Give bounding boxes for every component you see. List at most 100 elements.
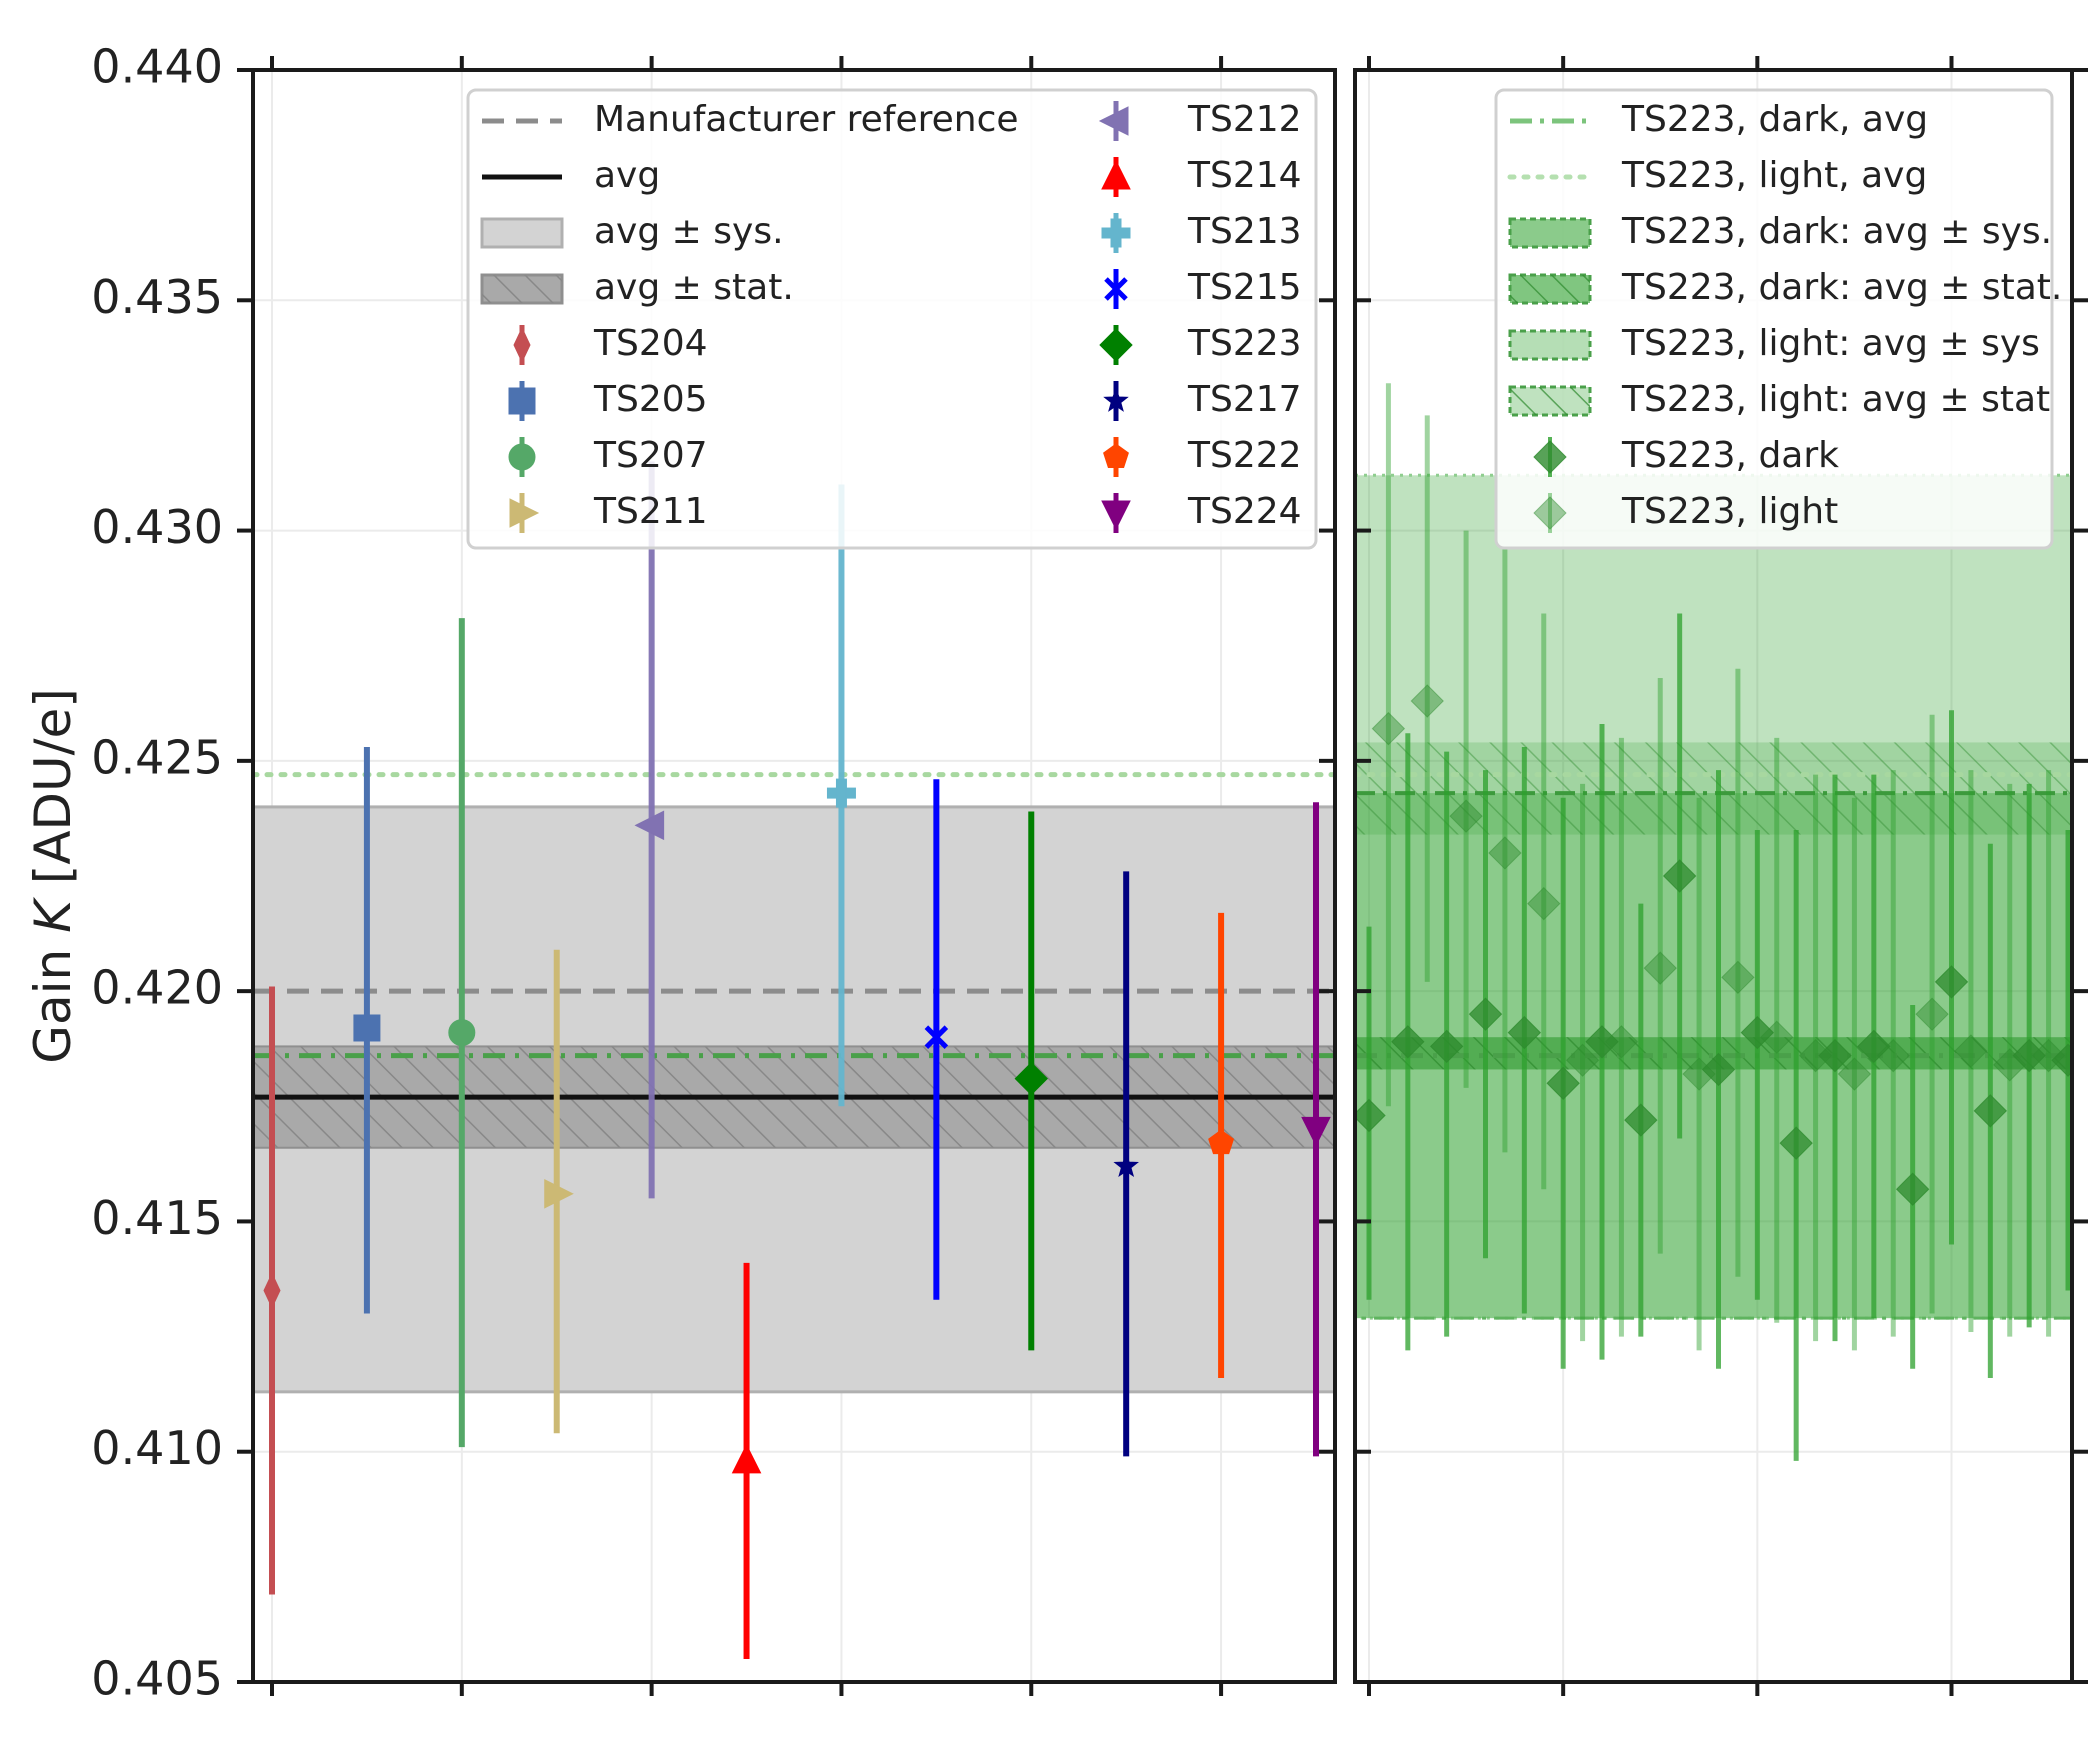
left-panel — [253, 461, 1335, 1659]
legend-entry-dark-stat: TS223, dark: avg ± stat. — [1508, 267, 2062, 308]
legend-entry-light-avg: TS223, light, avg — [1507, 155, 1927, 196]
legend-entry-stat: avg ± stat. — [480, 267, 794, 308]
dark-marker — [1546, 1066, 1580, 1100]
legend-label-ts212: TS212 — [1187, 99, 1302, 140]
dark-marker — [1740, 1015, 1775, 1050]
marker-ts204 — [263, 1272, 281, 1309]
dark-point-1 — [1355, 926, 1386, 1300]
marker-ts217 — [1113, 1152, 1139, 1178]
legend-label-reference: Manufacturer reference — [594, 99, 1019, 140]
dark-point-10 — [1701, 770, 1736, 1369]
dark-marker — [1701, 1052, 1736, 1087]
legend-swatch-dark-sys — [1508, 217, 1592, 249]
dark-point-4 — [1468, 770, 1503, 1259]
dark-marker — [1391, 1025, 1425, 1059]
marker-ts211 — [544, 1178, 574, 1209]
y-tick-label-7: 0.440 — [91, 40, 223, 94]
dark-marker — [1468, 997, 1503, 1031]
light-point-6 — [1565, 783, 1600, 1342]
legend-label-ts214: TS214 — [1187, 155, 1302, 196]
legend-entry-sys: avg ± sys. — [480, 211, 784, 252]
light-point-1 — [1371, 383, 1406, 1107]
y-axis-label: Gain K [ADU/e] — [24, 688, 82, 1063]
legend-marker-dark-points — [1533, 440, 1567, 474]
marker-ts205 — [353, 1014, 381, 1042]
y-tick-label-6: 0.435 — [91, 270, 223, 324]
legend-label-stat: avg ± stat. — [594, 267, 794, 308]
legend-label-light-stat: TS223, light: avg ± stat — [1621, 379, 2050, 420]
dark-point-2 — [1391, 733, 1425, 1351]
light-point-15 — [1915, 714, 1949, 1314]
series-ts215 — [924, 779, 949, 1300]
dark-point-3 — [1429, 751, 1464, 1337]
legend-label-ts205: TS205 — [593, 379, 708, 420]
legend-entry-ts205: TS205 — [508, 379, 708, 421]
legend-label-ts204: TS204 — [593, 323, 708, 364]
light-marker — [1371, 711, 1406, 746]
legend-swatch-stat-hatch — [482, 275, 562, 303]
marker-ts223 — [1014, 1061, 1048, 1096]
light-marker — [1527, 886, 1561, 921]
legend-marker-ts213 — [1101, 218, 1131, 248]
legend-entry-ts204: TS204 — [513, 323, 708, 365]
right-axes-frame — [1353, 68, 2074, 1684]
legend-marker-light-points — [1533, 496, 1567, 530]
legend-label-ts215: TS215 — [1187, 267, 1302, 308]
dark-marker — [1934, 965, 1969, 999]
legend-entry-dark-points: TS223, dark — [1533, 435, 1839, 477]
y-tick-label-3: 0.420 — [91, 961, 223, 1015]
dark-point-6 — [1546, 797, 1580, 1369]
legend-label-ts222: TS222 — [1187, 435, 1302, 476]
marker-ts212 — [634, 810, 665, 841]
marker-ts224 — [1301, 1116, 1331, 1147]
legend-label-light-points: TS223, light — [1621, 491, 1838, 532]
legend-entry-ts222: TS222 — [1103, 435, 1302, 477]
legend-left: Manufacturer reference avg avg ± sys. avg ±… — [466, 88, 1318, 550]
series-ts205 — [353, 747, 381, 1314]
legend-entry-ts223: TS223 — [1099, 323, 1302, 365]
series-ts213 — [826, 484, 856, 1107]
series-ts224 — [1301, 802, 1331, 1457]
dark-marker — [1895, 1172, 1930, 1206]
legend-marker-ts215 — [1104, 277, 1128, 301]
series-ts217 — [1113, 871, 1139, 1457]
legend-entry-reference: Manufacturer reference — [482, 99, 1019, 140]
series-ts222 — [1208, 912, 1235, 1379]
light-marker — [1565, 1043, 1600, 1077]
light-marker — [1643, 951, 1677, 985]
series-ts211 — [544, 949, 574, 1434]
legend-entry-ts217: TS217 — [1103, 379, 1302, 421]
legend-entry-light-stat: TS223, light: avg ± stat — [1508, 379, 2050, 420]
legend-entry-ts224: TS224 — [1101, 491, 1302, 533]
legend-right: TS223, dark, avg TS223, light, avg TS223, … — [1494, 88, 2062, 550]
legend-marker-ts212 — [1098, 106, 1129, 136]
light-marker — [1488, 836, 1522, 870]
legend-marker-ts217 — [1103, 387, 1129, 412]
dark-point-9 — [1662, 613, 1697, 1139]
legend-entry-dark-sys: TS223, dark: avg ± sys. — [1508, 211, 2052, 252]
legend-marker-ts224 — [1101, 500, 1131, 531]
light-marker — [1410, 684, 1444, 718]
dark-point-13 — [1818, 774, 1852, 1342]
dark-point-19 — [2051, 829, 2072, 1291]
legend-label-ts213: TS213 — [1187, 211, 1302, 252]
light-point-10 — [1721, 668, 1755, 1277]
dark-marker — [1818, 1038, 1852, 1073]
marker-ts207 — [448, 1019, 476, 1047]
legend-entry-avg: avg — [482, 155, 660, 196]
dark-point-18 — [2012, 783, 2046, 1328]
legend-entry-dark-avg: TS223, dark, avg — [1510, 99, 1928, 140]
light-point-3 — [1449, 530, 1483, 1088]
legend-label-ts224: TS224 — [1187, 491, 1302, 532]
dark-point-17 — [1973, 843, 2008, 1379]
legend-entry-ts211: TS211 — [509, 491, 708, 533]
legend-label-light-sys: TS223, light: avg ± sys — [1621, 323, 2040, 364]
legend-label-sys: avg ± sys. — [594, 211, 784, 252]
legend-marker-ts211 — [509, 498, 540, 528]
legend-right-box — [1494, 88, 2054, 550]
dark-marker — [1973, 1094, 2008, 1128]
y-tick-label-5: 0.430 — [91, 500, 223, 554]
marker-ts215 — [924, 1025, 949, 1049]
dark-marker — [1429, 1029, 1464, 1064]
light-point-2 — [1410, 415, 1444, 982]
